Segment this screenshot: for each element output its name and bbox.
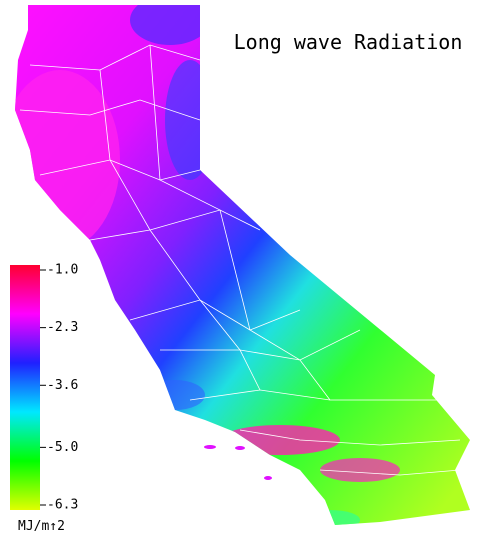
colorbar-tick-label: -6.3 (47, 498, 78, 513)
colorbar-tick-label: -2.3 (47, 320, 78, 335)
map-title: Long wave Radiation (234, 30, 463, 54)
colorbar-tick-label: -1.0 (47, 263, 78, 278)
state-shape (15, 5, 470, 525)
islands (204, 445, 272, 480)
colorbar-tick-label: -3.6 (47, 378, 78, 393)
colorbar-unit: MJ/m↑2 (18, 519, 65, 534)
county-lines (19, 44, 461, 476)
colorbar (10, 265, 40, 510)
colorbar-tick-label: -5.0 (47, 440, 78, 455)
